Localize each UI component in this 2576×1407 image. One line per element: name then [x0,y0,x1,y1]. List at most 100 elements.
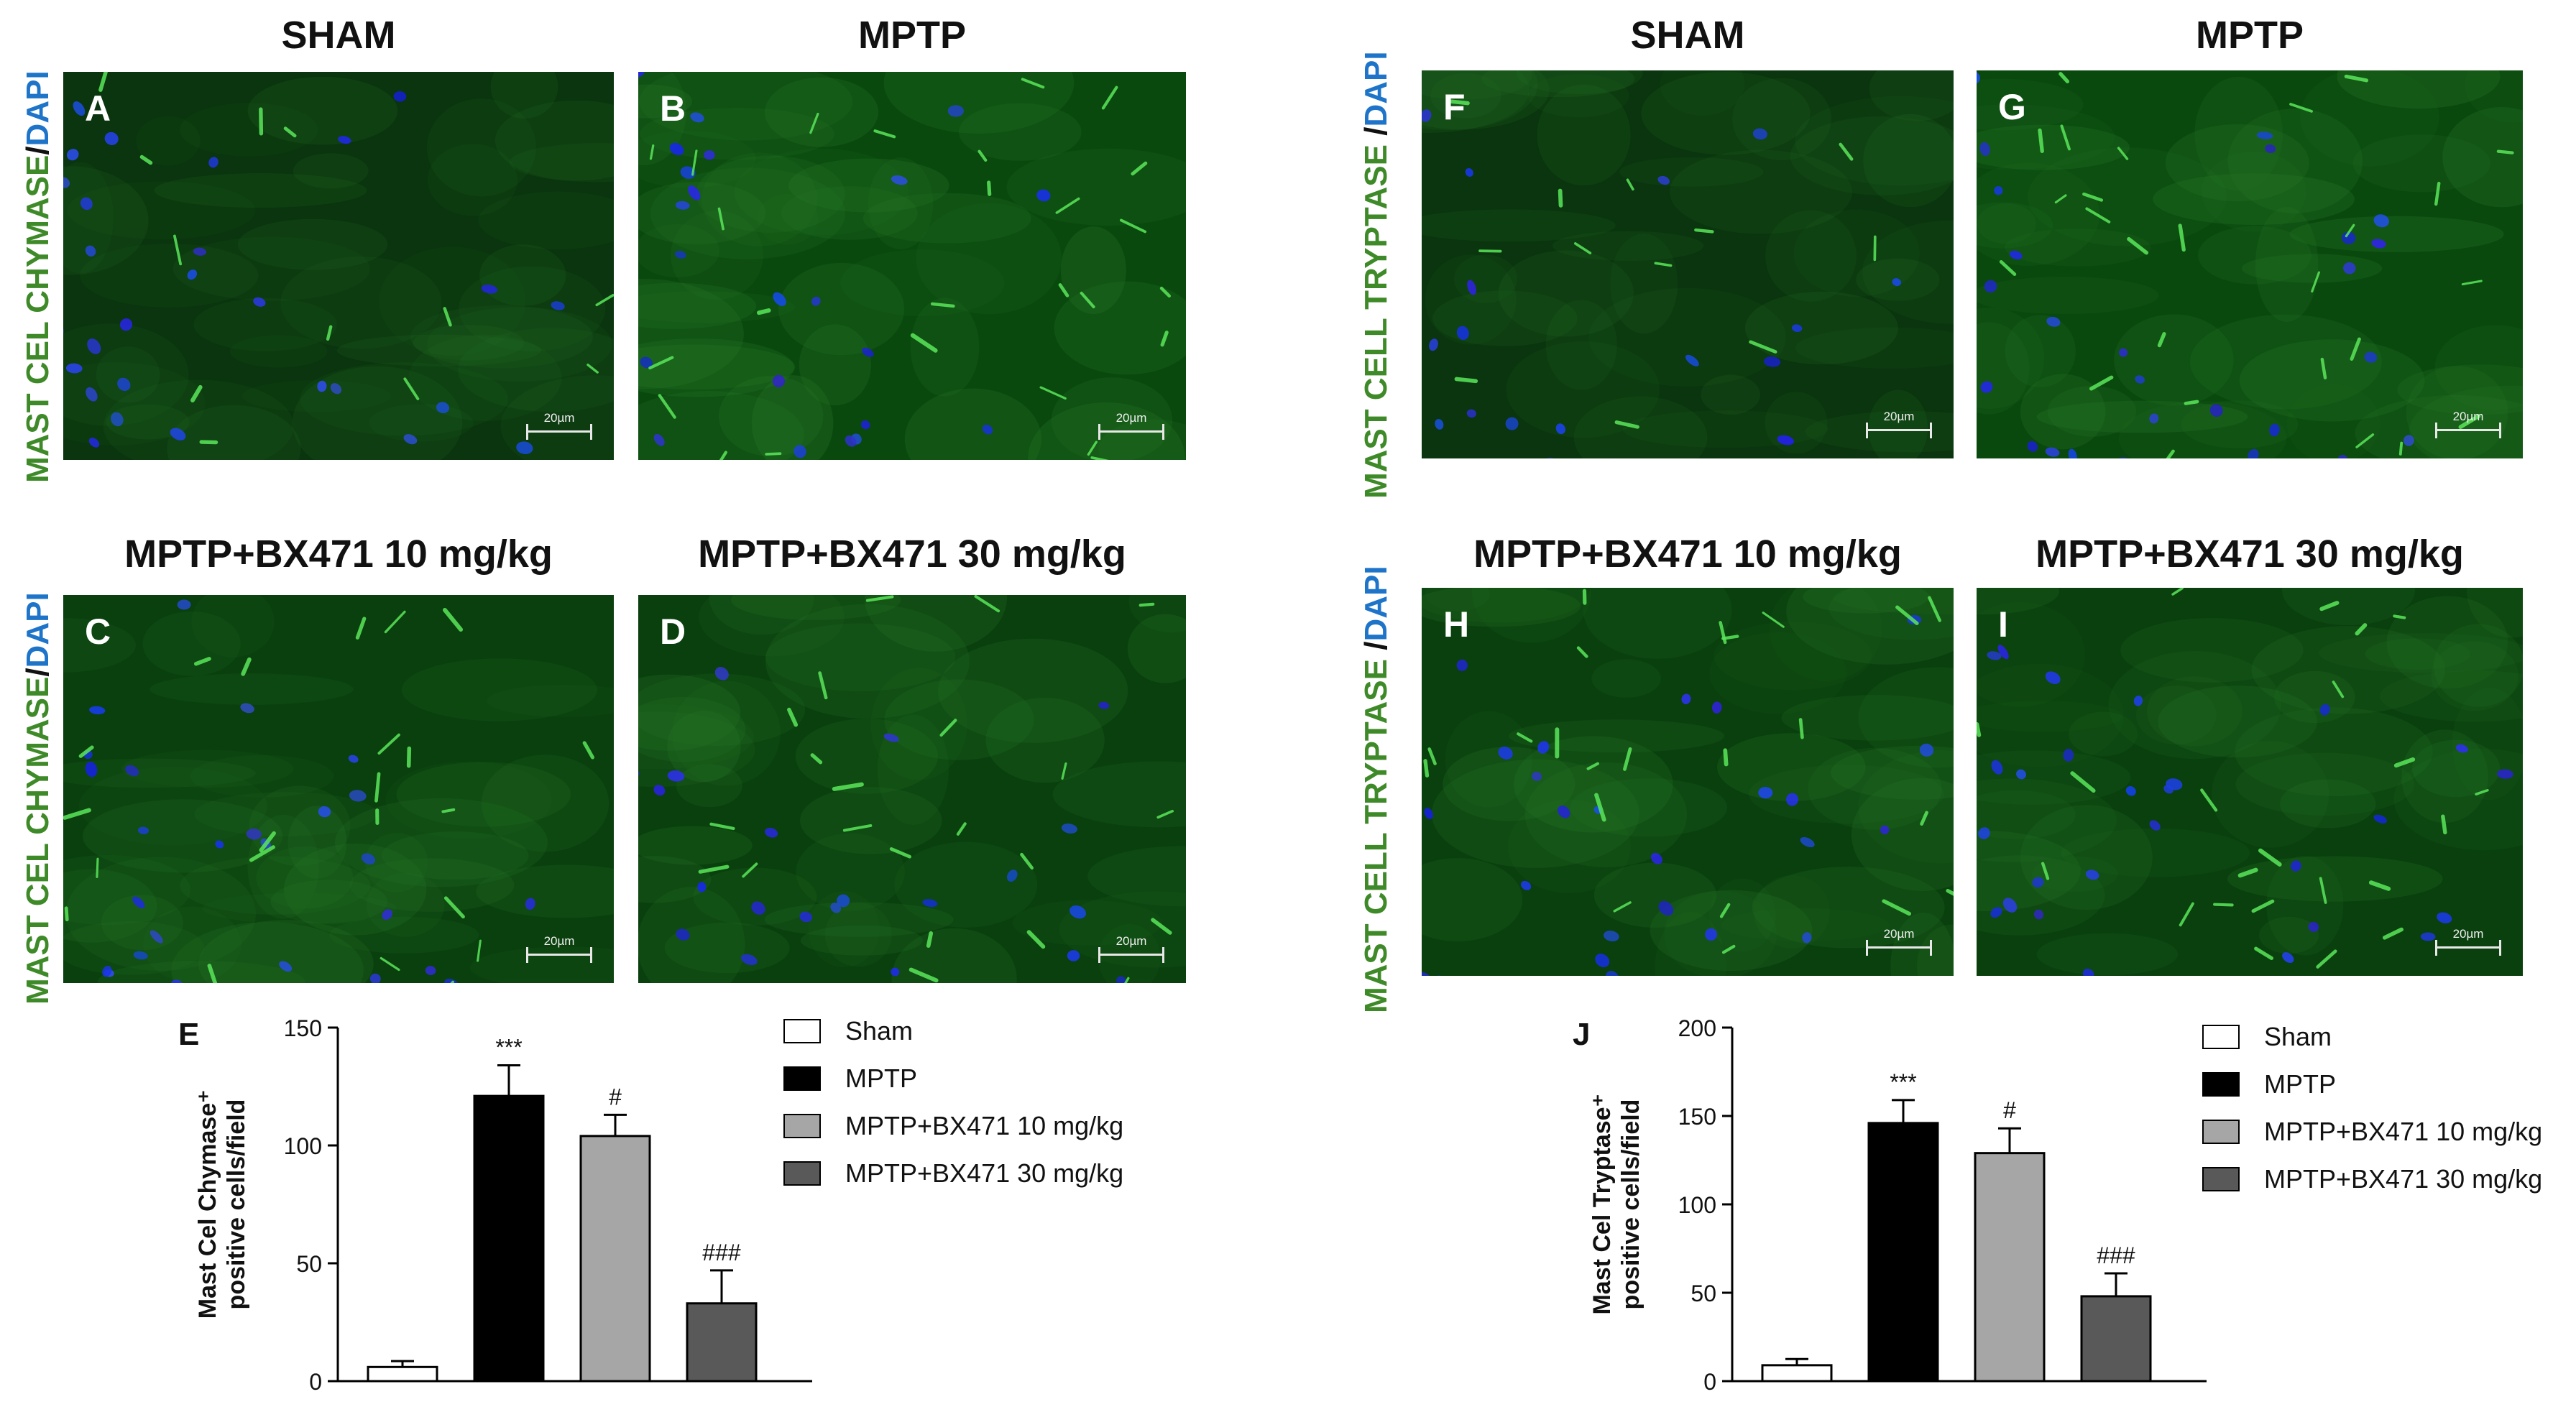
green-stained-cell [1160,331,1169,347]
dapi-nucleus [638,72,645,78]
dapi-nucleus [1802,932,1812,944]
tissue-haze [1422,70,1538,130]
green-stained-cell [1080,291,1095,309]
green-stained-cell [787,707,799,727]
tissue-haze [300,362,508,436]
tissue-haze [731,595,901,620]
tissue-texture [63,72,614,460]
title-mptp-left: MPTP [857,14,966,57]
dapi-nucleus [240,703,254,714]
dapi-nucleus [1705,928,1718,941]
tissue-haze [1060,226,1126,315]
tissue-haze [427,307,612,382]
dapi-nucleus [751,901,765,915]
dapi-nucleus [2149,413,2159,424]
green-stained-cell [1124,977,1130,983]
tissue-haze [1422,209,1616,242]
dapi-nucleus [318,806,331,818]
green-stained-cell [742,862,758,878]
green-stained-cell [930,302,955,308]
dapi-nucleus [1984,280,1997,293]
legend-swatch [783,1161,821,1186]
tissue-haze [1443,747,1576,821]
tissue-haze [799,787,942,854]
green-stained-cell [2200,788,2218,812]
green-stained-cell [810,753,823,765]
green-stained-cell [908,967,939,983]
dapi-nucleus [2371,239,2386,249]
green-stained-cell [1721,635,1739,640]
green-stained-cell [1039,386,1067,400]
dapi-nucleus [436,402,450,414]
significance-marker: ### [702,1240,741,1265]
green-stained-cell [1594,793,1606,822]
green-stained-cell [249,845,275,862]
green-stained-cell [865,595,894,602]
tissue-haze [1765,210,1857,302]
dapi-nucleus [2364,351,2378,363]
dapi-nucleus [2033,909,2044,920]
tissue-haze [2365,638,2471,670]
tissue-haze [2114,314,2234,406]
tissue-background [63,595,614,983]
title-bx10-right: MPTP+BX471 10 mg/kg [1473,532,1902,576]
dapi-nucleus [1791,324,1803,333]
dapi-nucleus [811,296,821,306]
dapi-nucleus [551,301,565,310]
y-tick-label: 200 [1678,1015,1716,1041]
panel-letter-f: F [1443,87,1466,127]
green-stained-cell [1558,188,1563,208]
tissue-haze [1454,254,1518,303]
green-stained-cell [477,939,482,962]
dapi-nucleus [1997,645,2009,660]
tissue-haze [1669,149,1852,234]
tissue-haze [1917,924,1954,976]
tissue-haze [1422,70,1550,130]
tissue-haze [490,72,558,119]
tissue-haze [478,191,614,250]
green-stained-cell [2434,181,2441,206]
green-stained-cell [1574,242,1592,254]
tissue-haze [1537,84,1631,186]
dapi-nucleus [1658,900,1674,916]
dapi-nucleus [481,285,498,294]
dapi-nucleus [676,928,690,941]
dapi-nucleus [1429,338,1438,351]
dapi-nucleus [2437,912,2452,923]
tissue-haze [638,338,794,397]
tissue-haze [1808,747,1942,830]
tissue-haze [98,961,305,983]
tissue-haze [638,282,757,329]
dapi-nucleus [403,434,418,445]
dapi-nucleus [680,166,696,179]
title-mptp-right: MPTP [2195,14,2304,57]
green-stained-cell [173,234,183,266]
y-tick-label: 100 [1678,1192,1716,1218]
tissue-haze [638,887,745,983]
green-stained-cell [190,384,203,403]
tissue-haze [2108,651,2281,760]
tissue-haze [1805,411,1954,453]
tissue-haze [638,704,754,770]
tissue-haze [79,766,267,846]
tissue-haze [487,684,614,717]
tissue-haze [366,872,445,937]
dapi-nucleus [1711,701,1722,714]
green-stained-cell [1895,605,1919,625]
tissue-haze [1977,78,2084,131]
significance-marker: ### [2097,1242,2135,1268]
tissue-haze [2235,707,2433,797]
dapi-nucleus [2291,860,2301,872]
dapi-nucleus [1070,905,1087,919]
dapi-nucleus [382,909,392,920]
tissue-haze [63,921,205,975]
tissue-haze [1481,70,1635,98]
tissue-haze [1977,202,2053,249]
tissue-haze [365,833,428,892]
tissue-haze [1793,209,1920,297]
green-stained-cell [1719,903,1731,918]
tissue-haze [1610,234,1678,334]
green-stained-cell [1977,721,1982,737]
tissue-background [1977,588,2523,976]
legend-swatch [783,1066,821,1091]
